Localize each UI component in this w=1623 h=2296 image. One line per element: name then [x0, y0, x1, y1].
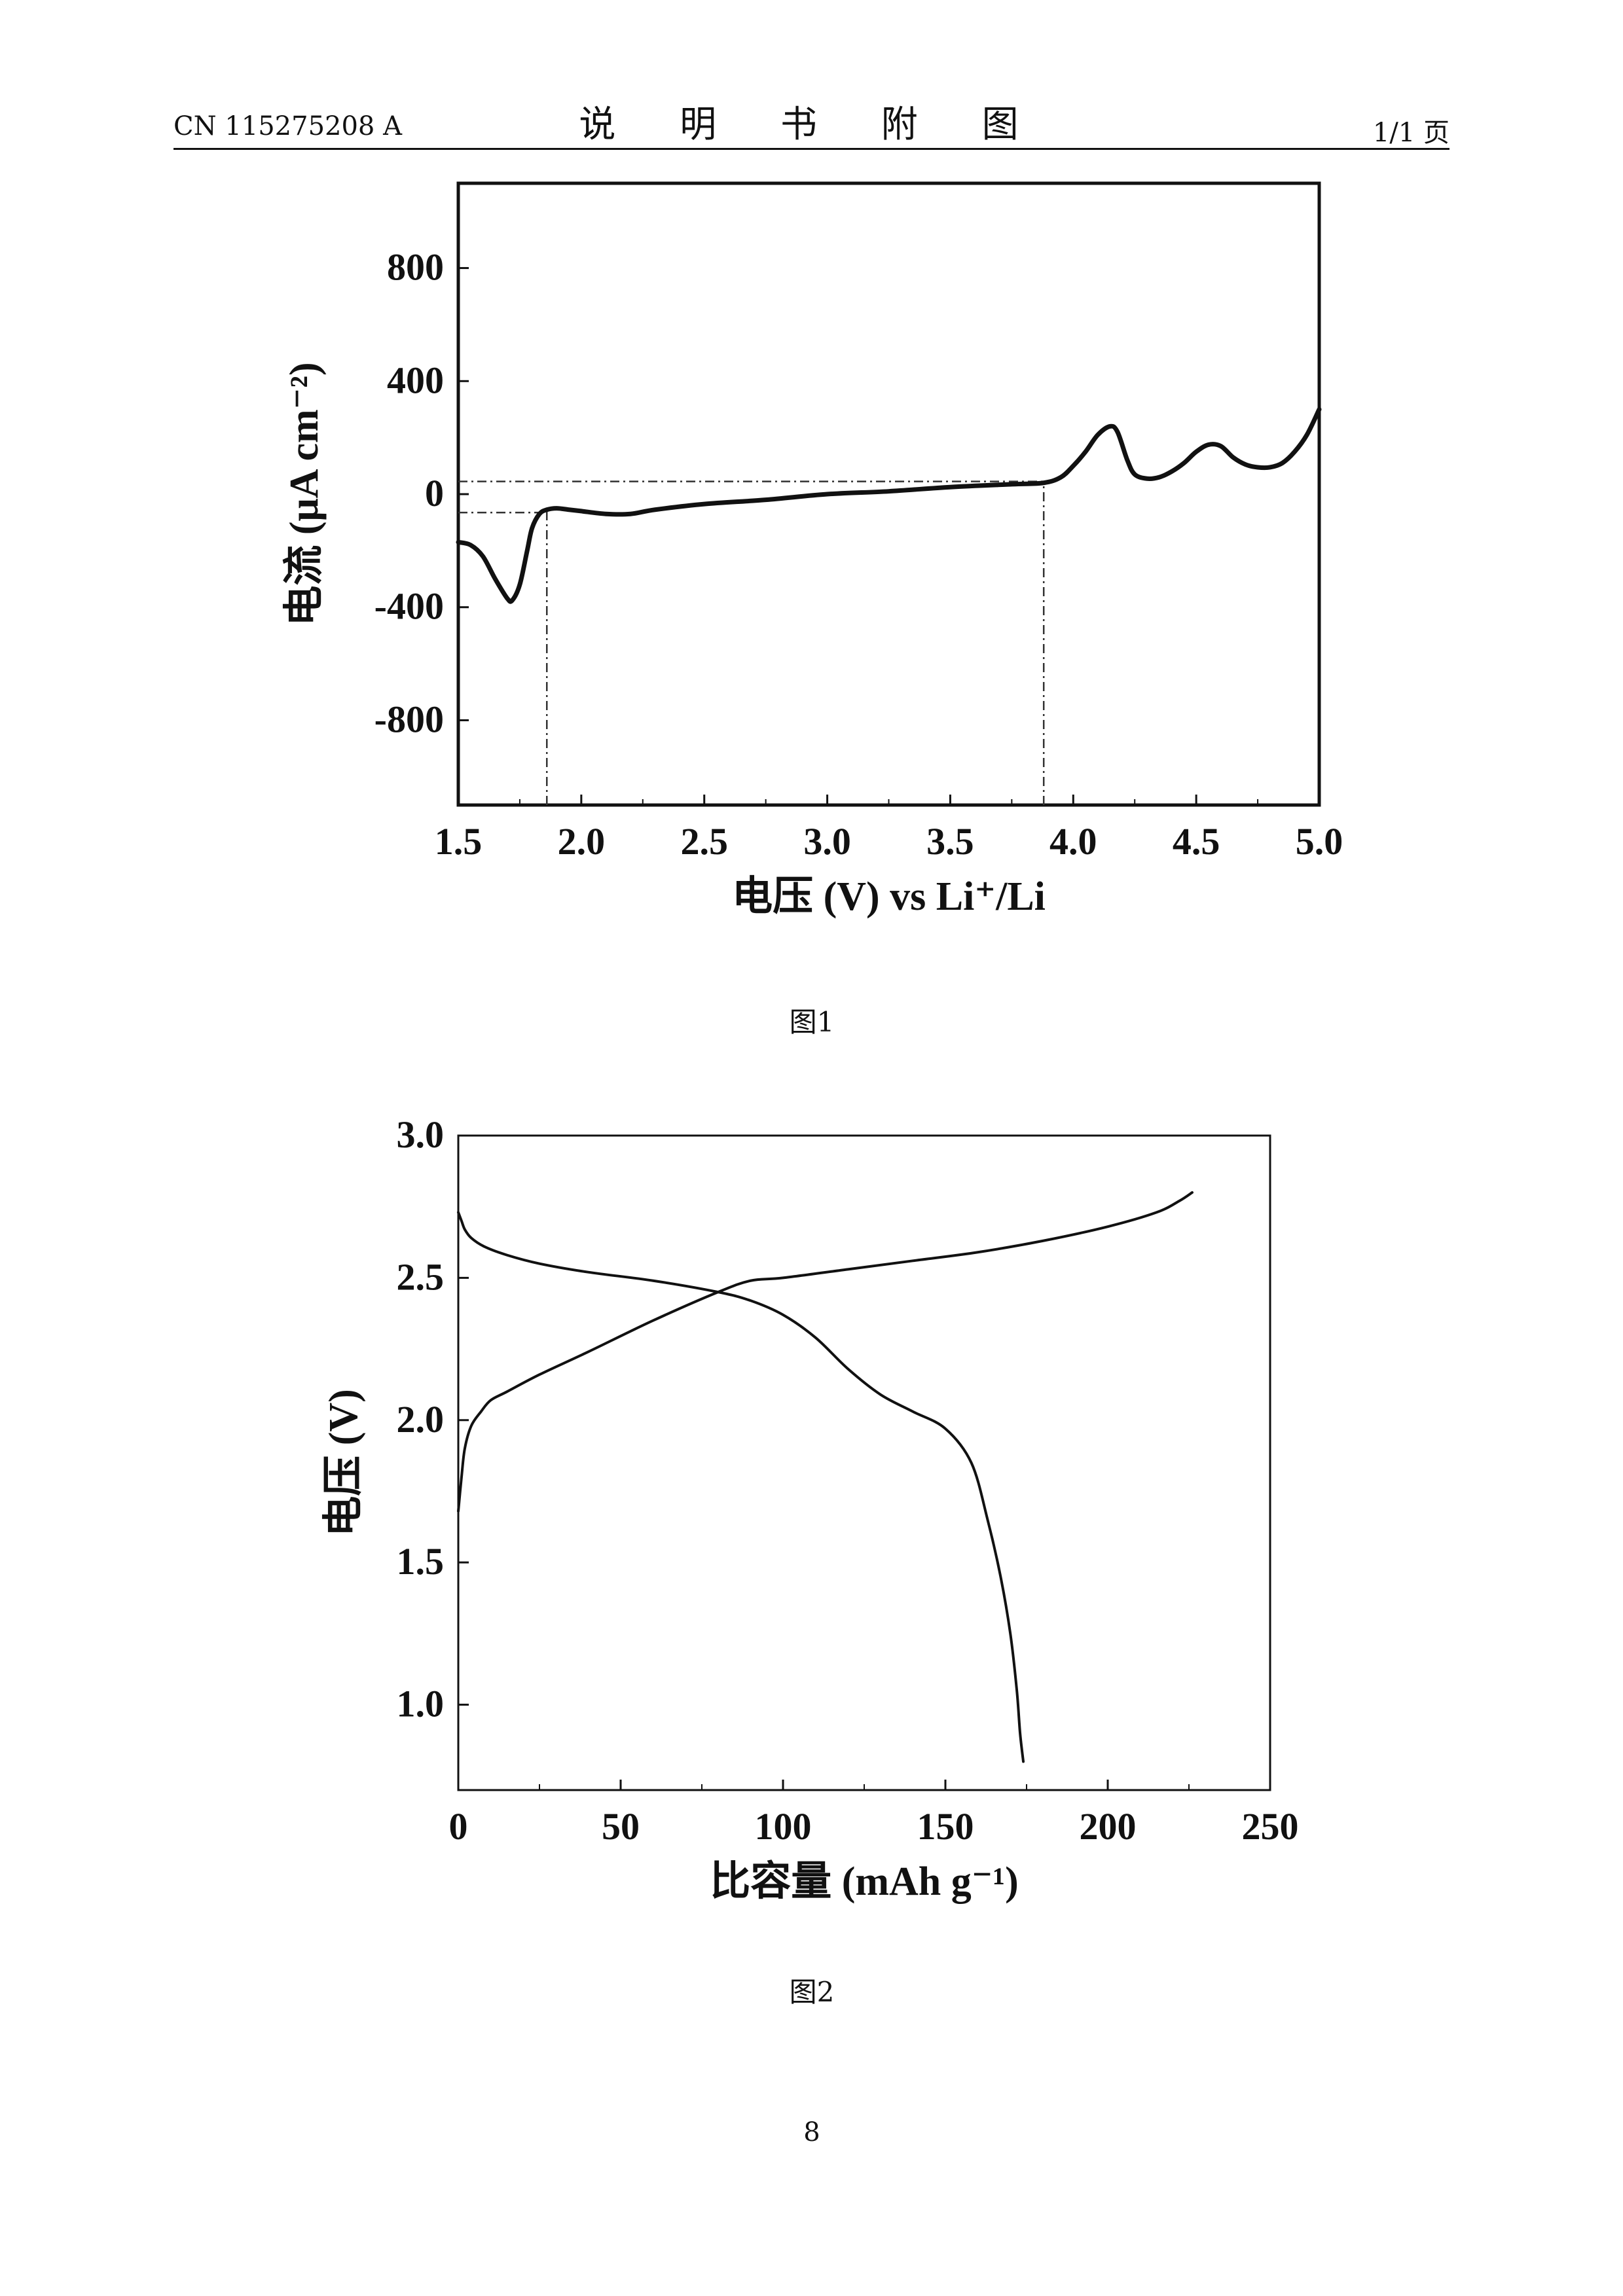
x-tick-label: 0	[449, 1805, 468, 1848]
page-number: 8	[803, 2117, 820, 2147]
y-tick-label: -800	[374, 698, 444, 740]
x-tick-label: 100	[755, 1805, 812, 1848]
x-tick-label: 250	[1242, 1805, 1299, 1848]
y-tick-label: 2.5	[397, 1255, 445, 1298]
series-line	[456, 406, 1322, 604]
page-of-label: 1/1 页	[1372, 118, 1450, 148]
y-tick-label: 3.0	[397, 1113, 445, 1156]
x-tick-label: 5.0	[1296, 820, 1343, 863]
x-tick-label: 1.5	[435, 820, 483, 863]
x-tick-label: 2.5	[680, 820, 728, 863]
document-number: CN 115275208 A	[173, 111, 402, 141]
y-tick-label: 1.5	[397, 1540, 445, 1583]
cv-chart: 1.5 2.0 2.5 3.0 3.5 4.0 4.5 5.0 800 400 0 -400 -800 电…	[282, 181, 1343, 919]
header-rule	[173, 148, 1450, 150]
series-line	[457, 1211, 1025, 1763]
y-tick-label: -400	[374, 585, 444, 628]
y-tick-label: 2.0	[397, 1398, 445, 1441]
x-tick-label: 4.5	[1173, 820, 1220, 863]
x-tick-label: 150	[917, 1805, 974, 1848]
plot-frame	[457, 1134, 1271, 1791]
figure-1-caption: 图1	[789, 1006, 835, 1038]
x-tick-label: 200	[1080, 1805, 1137, 1848]
x-tick-label: 3.0	[803, 820, 851, 863]
y-tick-label: 800	[387, 246, 444, 289]
x-tick-label: 4.0	[1049, 820, 1097, 863]
x-tick-label: 2.0	[558, 820, 606, 863]
y-tick-label: 1.0	[397, 1683, 445, 1725]
figure-2-caption: 图2	[789, 1976, 835, 2008]
y-tick-label: 400	[387, 359, 444, 401]
y-tick-label: 0	[425, 472, 444, 514]
charge-discharge-chart: 0 50 100 150 200 250 1.0 1.5 2.0 2.5 3.0 比容量 (mAh g…	[321, 1113, 1299, 1904]
series-line	[457, 1191, 1194, 1513]
x-tick-label: 3.5	[926, 820, 974, 863]
plot-frame	[456, 181, 1321, 807]
x-axis-label: 电压 (V) vs Li⁺/Li	[732, 874, 1046, 919]
y-axis-label: 电压 (V)	[321, 1389, 366, 1537]
y-axis-label: 电流 (μA cm⁻²)	[282, 362, 327, 626]
x-axis-label: 比容量 (mAh g⁻¹)	[710, 1859, 1019, 1904]
x-tick-label: 50	[602, 1805, 640, 1848]
section-title: 说 明 书 附 图	[579, 103, 1045, 146]
